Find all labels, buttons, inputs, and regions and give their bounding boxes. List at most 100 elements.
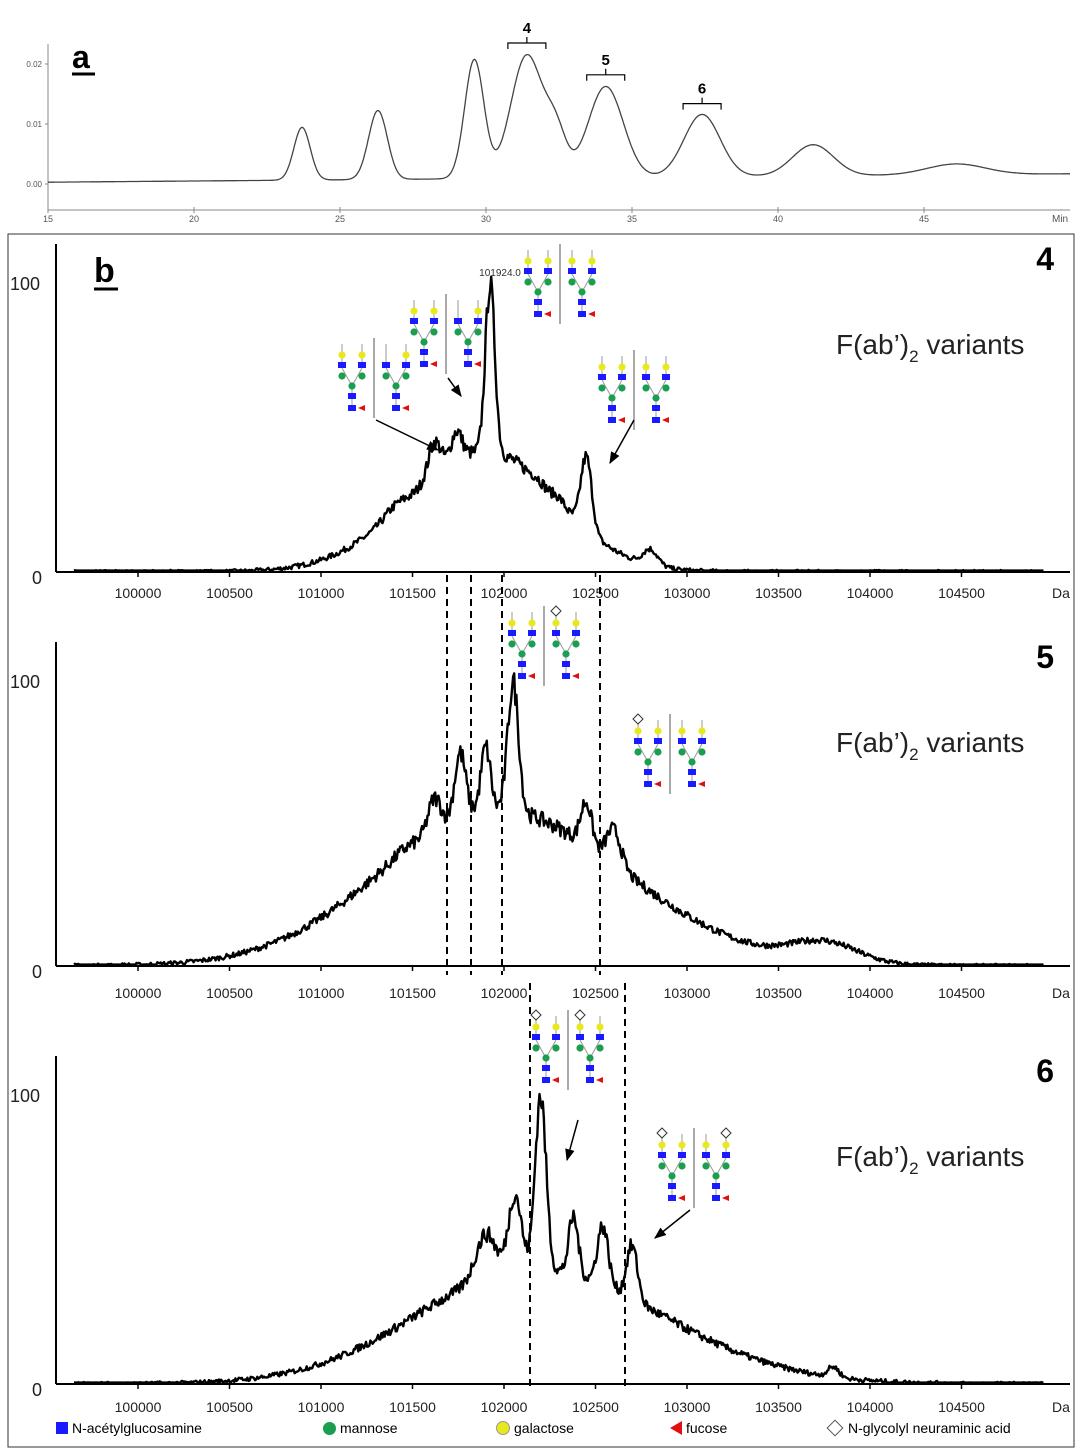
- glcnac-square: [338, 362, 346, 368]
- spectrum-x-tick-label: 101000: [298, 985, 345, 1001]
- galactose-circle: [576, 1023, 584, 1031]
- glcnac-square: [392, 393, 400, 399]
- mannose-circle: [528, 640, 536, 648]
- glcnac-square: [410, 318, 418, 324]
- chromatogram-x-tick-label: 15: [43, 214, 53, 224]
- fraction-number: 4: [1036, 241, 1054, 277]
- chromatogram-axes: 15 20 25 30 35 40 45 0.02 0.01 0.00: [26, 44, 1070, 224]
- glcnac-square: [454, 318, 462, 324]
- spectrum-x-tick-label: 103500: [755, 985, 802, 1001]
- glcnac-square: [586, 1065, 594, 1071]
- chromatogram-y-tick-label: 0.01: [26, 120, 42, 129]
- galactose-circle: [508, 619, 516, 627]
- glcnac-square: [668, 1195, 676, 1201]
- mannose-circle: [410, 328, 418, 336]
- fucose-triangle: [722, 1195, 729, 1201]
- spectrum-x-tick-label: 102500: [572, 985, 619, 1001]
- legend-label: N-acétylglucosamine: [72, 1420, 202, 1436]
- spectrum-fraction-5: 100 0 100000 100500 101000 101500 102000 102500…: [10, 639, 1070, 1001]
- spectrum-x-tick-label: 100000: [115, 1399, 162, 1415]
- fucose-triangle: [654, 781, 661, 787]
- top-peak-mass-label: 101924.0: [479, 268, 521, 279]
- glcnac-square: [348, 405, 356, 411]
- mannose-circle: [518, 650, 526, 658]
- spectrum-y-tick-label: 0: [32, 962, 42, 982]
- legend-label: N-glycolyl neuraminic acid: [848, 1420, 1011, 1436]
- spectrum-x-tick-label: 100500: [206, 585, 253, 601]
- glcnac-square: [698, 738, 706, 744]
- chromatogram-panel: a 15 20 25 30 35 40 450.020.010.00 456 Min: [26, 20, 1070, 225]
- spectrum-x-tick-label: 102500: [572, 585, 619, 601]
- neugc-diamond: [720, 1127, 732, 1139]
- spectrum-x-tick-label: 101500: [389, 1399, 436, 1415]
- galactose-circle: [474, 307, 482, 315]
- glcnac-square: [598, 374, 606, 380]
- glcnac-square: [542, 1077, 550, 1083]
- glcnac-square: [576, 1034, 584, 1040]
- fraction-number: 5: [1036, 639, 1054, 675]
- glycan-structures: [338, 244, 732, 1208]
- white-diamond-icon: [826, 1419, 844, 1437]
- glycan-pair: [656, 1127, 732, 1208]
- mannose-circle: [552, 1044, 560, 1052]
- mannose-circle: [508, 640, 516, 648]
- glcnac-square: [518, 673, 526, 679]
- chromatogram-x-unit: Min: [1052, 214, 1068, 225]
- glcnac-square: [658, 1152, 666, 1158]
- fucose-triangle: [678, 1195, 685, 1201]
- glcnac-square: [652, 405, 660, 411]
- mannose-circle: [658, 1162, 666, 1170]
- glycan-legend: N-acétylglucosamine mannose galactose fu…: [56, 1418, 1066, 1442]
- glcnac-square: [420, 361, 428, 367]
- mannose-circle: [576, 1044, 584, 1052]
- glcnac-square: [348, 393, 356, 399]
- mannose-circle: [596, 1044, 604, 1052]
- glcnac-square: [702, 1152, 710, 1158]
- glycan-pair: [508, 605, 580, 686]
- galactose-circle: [702, 1141, 710, 1149]
- legend-item-galactose: galactose: [496, 1420, 574, 1436]
- spectrum-fraction-6: 100 0 100000 100500 101000 101500 102000 102500…: [10, 1053, 1070, 1415]
- glcnac-square: [678, 738, 686, 744]
- spectrum-x-unit: Da: [1052, 585, 1070, 601]
- chromatogram-y-tick-label: 0.02: [26, 60, 42, 69]
- chromatogram-x-tick-label: 20: [189, 214, 199, 224]
- fraction-label: 5: [602, 52, 610, 69]
- mannose-circle: [608, 394, 616, 402]
- annotation-arrow: [609, 419, 635, 465]
- glcnac-square: [652, 417, 660, 423]
- glcnac-square: [588, 268, 596, 274]
- glcnac-square: [608, 417, 616, 423]
- glcnac-square: [644, 781, 652, 787]
- galactose-circle: [722, 1141, 730, 1149]
- annotation-arrow: [375, 419, 440, 451]
- spectrum-x-tick-label: 102000: [481, 985, 528, 1001]
- galactose-circle: [552, 1023, 560, 1031]
- neugc-diamond: [530, 1009, 542, 1021]
- glcnac-square: [544, 268, 552, 274]
- spectrum-x-tick-label: 104500: [938, 1399, 985, 1415]
- annotation-arrow: [654, 1209, 691, 1239]
- glcnac-square: [568, 268, 576, 274]
- glcnac-square: [668, 1183, 676, 1189]
- chromatogram-x-tick-label: 45: [919, 214, 929, 224]
- fucose-triangle: [698, 781, 705, 787]
- panel-b-letter: b: [94, 252, 115, 290]
- spectrum-x-tick-label: 103500: [755, 585, 802, 601]
- galactose-circle: [698, 727, 706, 735]
- glycan-pair: [524, 244, 596, 324]
- glcnac-square: [392, 405, 400, 411]
- glycan-pair: [338, 338, 410, 418]
- galactose-circle: [552, 619, 560, 627]
- fraction-bracket: [586, 68, 626, 81]
- mannose-circle: [402, 372, 410, 380]
- mannose-circle: [524, 278, 532, 286]
- mannose-circle: [702, 1162, 710, 1170]
- fucose-triangle: [544, 311, 551, 317]
- spectrum-title: F(ab’)2 variants: [836, 329, 1024, 366]
- spectrum-x-tick-label: 101000: [298, 1399, 345, 1415]
- galactose-circle: [528, 619, 536, 627]
- fraction-label: 6: [698, 81, 706, 98]
- legend-label: fucose: [686, 1420, 728, 1436]
